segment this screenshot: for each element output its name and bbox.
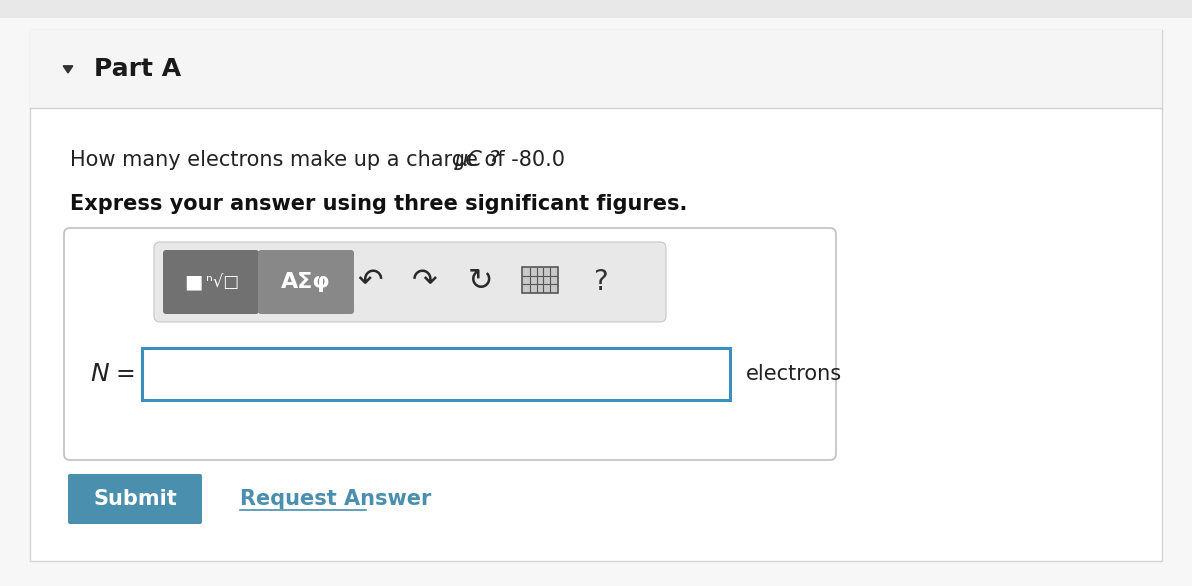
Text: Request Answer: Request Answer (240, 489, 432, 509)
FancyBboxPatch shape (0, 0, 1192, 18)
Text: Part A: Part A (94, 57, 181, 81)
FancyBboxPatch shape (68, 474, 201, 524)
Text: AΣφ: AΣφ (281, 272, 331, 292)
FancyBboxPatch shape (142, 348, 730, 400)
FancyBboxPatch shape (163, 250, 259, 314)
Text: ↷: ↷ (412, 267, 437, 297)
Text: ↻: ↻ (467, 267, 492, 297)
Text: ⁿ√□: ⁿ√□ (206, 273, 240, 291)
Text: Submit: Submit (93, 489, 176, 509)
Polygon shape (63, 66, 73, 73)
Text: $N$: $N$ (91, 362, 110, 386)
FancyBboxPatch shape (257, 250, 354, 314)
Text: =: = (116, 362, 136, 386)
Text: Express your answer using three significant figures.: Express your answer using three signific… (70, 194, 688, 214)
FancyBboxPatch shape (0, 18, 1192, 586)
Text: ■: ■ (184, 272, 203, 291)
Text: μC ?: μC ? (454, 150, 499, 170)
FancyBboxPatch shape (522, 267, 558, 293)
FancyBboxPatch shape (30, 30, 1162, 561)
Text: How many electrons make up a charge of -80.0: How many electrons make up a charge of -… (70, 150, 578, 170)
Text: electrons: electrons (746, 364, 842, 384)
FancyBboxPatch shape (30, 30, 1162, 108)
FancyBboxPatch shape (154, 242, 666, 322)
FancyBboxPatch shape (64, 228, 836, 460)
Text: ↶: ↶ (358, 267, 383, 297)
Text: ?: ? (592, 268, 608, 296)
